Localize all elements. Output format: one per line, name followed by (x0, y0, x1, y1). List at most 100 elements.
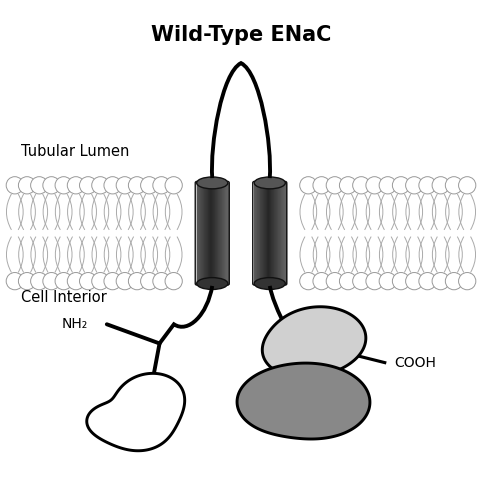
Bar (216, 183, 217, 284)
Circle shape (419, 176, 436, 194)
Bar (222, 183, 224, 284)
Circle shape (445, 176, 463, 194)
Bar (264, 183, 266, 284)
Bar (279, 183, 281, 284)
Circle shape (141, 176, 158, 194)
Bar (272, 183, 273, 284)
Circle shape (353, 272, 370, 290)
Bar (204, 183, 205, 284)
Circle shape (116, 176, 134, 194)
Circle shape (313, 272, 330, 290)
Bar (205, 183, 206, 284)
Circle shape (392, 176, 410, 194)
Bar (199, 183, 200, 284)
Bar (212, 183, 214, 284)
Bar (264, 183, 265, 284)
Bar (262, 183, 263, 284)
Circle shape (104, 272, 121, 290)
Circle shape (379, 272, 396, 290)
Bar (213, 183, 214, 284)
Circle shape (43, 176, 60, 194)
Bar (283, 183, 284, 284)
Text: Tubular Lumen: Tubular Lumen (21, 144, 129, 160)
Bar (260, 183, 261, 284)
Bar (218, 183, 219, 284)
Text: NEDD4-2: NEDD4-2 (261, 398, 331, 412)
Bar (254, 183, 255, 284)
Circle shape (366, 272, 383, 290)
Circle shape (458, 176, 476, 194)
Bar (198, 183, 200, 284)
Bar (258, 183, 259, 284)
Bar (220, 183, 221, 284)
Circle shape (55, 176, 72, 194)
Ellipse shape (197, 278, 228, 289)
Bar (207, 183, 208, 284)
Circle shape (141, 272, 158, 290)
Bar (257, 183, 258, 284)
Circle shape (326, 272, 344, 290)
Circle shape (165, 176, 182, 194)
Bar (274, 183, 276, 284)
Ellipse shape (254, 177, 285, 189)
Bar (200, 183, 201, 284)
Bar (275, 183, 277, 284)
Circle shape (18, 176, 36, 194)
Circle shape (18, 272, 36, 290)
Circle shape (326, 176, 344, 194)
Circle shape (366, 176, 383, 194)
Ellipse shape (197, 177, 228, 189)
Circle shape (339, 176, 357, 194)
Circle shape (406, 272, 423, 290)
Text: Wild-Type ENaC: Wild-Type ENaC (151, 25, 331, 45)
Bar (214, 183, 216, 284)
Bar (226, 183, 228, 284)
Bar (281, 183, 282, 284)
Bar (222, 183, 223, 284)
Bar (204, 183, 206, 284)
Bar (268, 183, 269, 284)
Circle shape (128, 272, 146, 290)
Bar (267, 183, 268, 284)
Circle shape (419, 272, 436, 290)
Circle shape (458, 272, 476, 290)
Bar (214, 183, 215, 284)
Bar (223, 183, 225, 284)
Circle shape (339, 272, 357, 290)
Bar (284, 183, 286, 284)
Bar (210, 183, 211, 284)
Bar (206, 183, 207, 284)
Polygon shape (262, 306, 366, 378)
Bar (280, 183, 281, 284)
Bar (208, 183, 209, 284)
Circle shape (392, 272, 410, 290)
Bar (278, 183, 279, 284)
Bar (209, 183, 210, 284)
Circle shape (6, 176, 24, 194)
Bar (284, 183, 285, 284)
Bar (274, 183, 275, 284)
Bar (259, 183, 260, 284)
Ellipse shape (254, 278, 285, 289)
Circle shape (128, 176, 146, 194)
Circle shape (6, 272, 24, 290)
Bar (203, 183, 204, 284)
Bar (215, 183, 216, 284)
Bar (281, 183, 282, 284)
Bar (265, 183, 267, 284)
Bar (256, 183, 258, 284)
Circle shape (445, 272, 463, 290)
Bar (273, 183, 274, 284)
Circle shape (432, 176, 449, 194)
Circle shape (67, 176, 84, 194)
Bar (227, 183, 228, 284)
Circle shape (165, 272, 182, 290)
Bar (198, 183, 199, 284)
Circle shape (67, 272, 84, 290)
Bar (270, 183, 272, 284)
Bar (224, 183, 225, 284)
Circle shape (80, 272, 97, 290)
Bar (263, 183, 264, 284)
Bar (202, 183, 203, 284)
Bar (278, 183, 280, 284)
